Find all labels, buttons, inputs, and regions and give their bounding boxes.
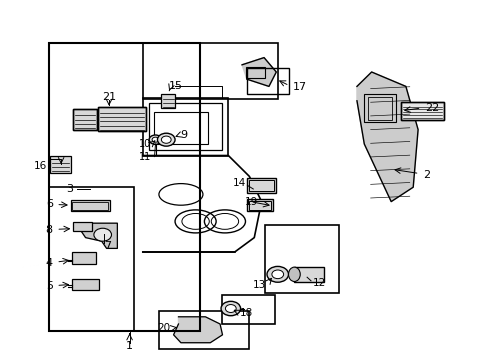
Circle shape [271, 270, 283, 279]
Bar [222, 295, 275, 324]
Bar [367, 97, 391, 120]
Text: 19: 19 [244, 197, 257, 207]
Bar [159, 311, 249, 349]
Bar [247, 178, 275, 193]
Bar [161, 94, 175, 108]
Text: 6: 6 [46, 199, 53, 210]
Bar [49, 187, 134, 331]
Polygon shape [173, 317, 222, 343]
Polygon shape [78, 223, 117, 248]
Text: 2: 2 [422, 170, 429, 180]
Text: 14: 14 [232, 178, 245, 188]
Bar [142, 43, 278, 99]
Circle shape [94, 228, 111, 241]
Bar [73, 109, 97, 130]
Bar [364, 94, 395, 122]
Text: 15: 15 [168, 81, 183, 91]
Bar [72, 252, 96, 264]
Text: 1: 1 [126, 341, 133, 351]
Bar [400, 102, 443, 120]
Polygon shape [356, 72, 417, 202]
Circle shape [161, 136, 171, 143]
Bar [73, 222, 92, 231]
Bar [249, 201, 270, 210]
Text: 16: 16 [34, 161, 47, 171]
Text: 9: 9 [180, 130, 187, 140]
Bar [249, 180, 273, 191]
Bar [98, 107, 145, 131]
Bar [50, 156, 71, 173]
Bar [247, 199, 272, 211]
Ellipse shape [288, 267, 300, 282]
Circle shape [225, 305, 236, 312]
Text: 4: 4 [45, 258, 53, 268]
Bar [72, 202, 107, 210]
Bar [73, 109, 97, 130]
Text: 18: 18 [239, 308, 252, 318]
Polygon shape [242, 58, 276, 86]
Text: 22: 22 [425, 103, 439, 113]
Text: 10: 10 [139, 139, 151, 149]
Bar [264, 225, 339, 293]
Text: 8: 8 [45, 225, 53, 235]
Circle shape [221, 301, 240, 316]
Text: 7: 7 [104, 240, 111, 251]
Bar [49, 43, 200, 331]
Bar [294, 267, 323, 282]
Text: 13: 13 [253, 280, 266, 290]
Circle shape [157, 133, 175, 146]
Bar [72, 279, 99, 290]
Text: 11: 11 [139, 152, 151, 162]
Text: 20: 20 [157, 323, 170, 333]
Circle shape [149, 135, 162, 144]
Text: 17: 17 [292, 82, 306, 92]
Bar [246, 67, 264, 78]
Text: 21: 21 [102, 92, 116, 102]
Circle shape [152, 137, 159, 142]
Bar [154, 112, 207, 144]
Bar [98, 107, 145, 131]
Circle shape [266, 266, 288, 282]
Bar [400, 102, 443, 120]
Text: 5: 5 [46, 281, 53, 291]
Text: 12: 12 [312, 278, 325, 288]
Bar [246, 68, 288, 94]
Bar [142, 98, 228, 156]
Bar [71, 200, 110, 211]
Bar [149, 103, 221, 150]
Text: 3: 3 [66, 184, 73, 194]
